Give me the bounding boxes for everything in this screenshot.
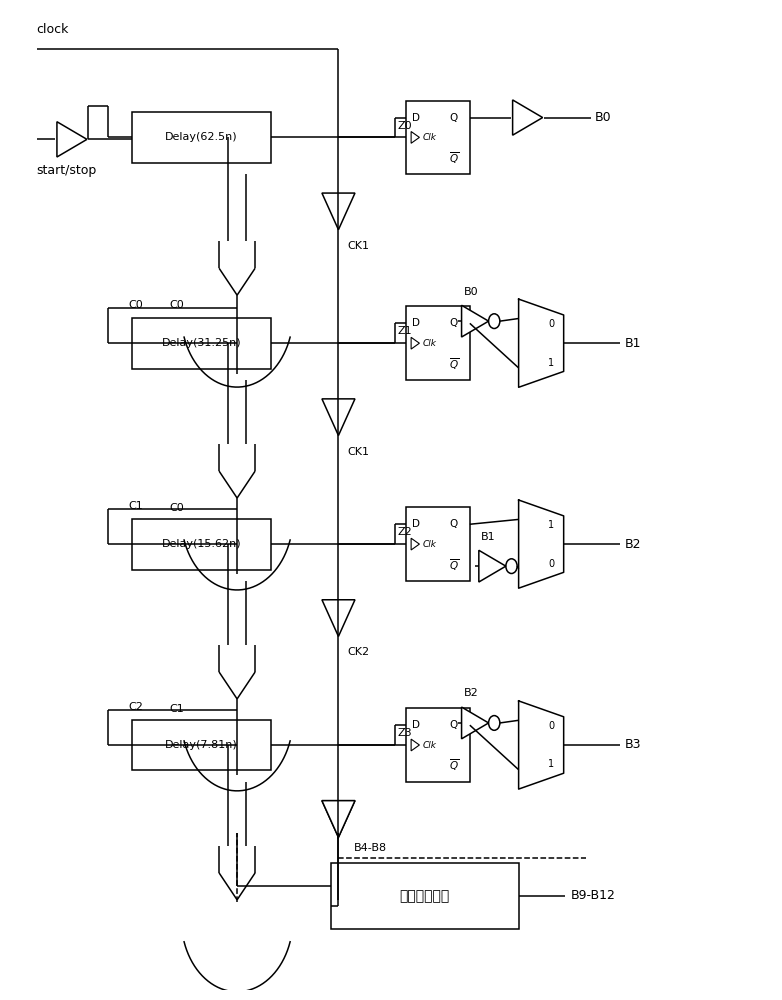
Text: 1: 1 [548, 520, 554, 530]
Text: B0: B0 [595, 111, 612, 124]
Polygon shape [322, 600, 355, 636]
Text: start/stop: start/stop [37, 164, 97, 177]
Bar [406, 507, 470, 581]
Polygon shape [322, 193, 355, 230]
Text: Q: Q [450, 720, 457, 730]
Text: Q: Q [450, 519, 457, 529]
Text: 1: 1 [548, 759, 554, 769]
Text: B2: B2 [626, 538, 642, 551]
Text: Z2: Z2 [397, 527, 412, 537]
Polygon shape [513, 100, 543, 135]
Text: Q: Q [450, 318, 457, 328]
Text: Clk: Clk [422, 133, 436, 142]
Polygon shape [411, 337, 419, 349]
Polygon shape [411, 132, 419, 143]
Polygon shape [411, 538, 419, 550]
Text: D: D [412, 519, 421, 529]
Polygon shape [411, 739, 419, 751]
Polygon shape [479, 550, 506, 582]
Text: clock: clock [37, 23, 69, 36]
Bar [331, 863, 518, 929]
Text: B0: B0 [464, 287, 479, 297]
Text: CK2: CK2 [347, 647, 370, 657]
Text: D: D [412, 720, 421, 730]
Text: 0: 0 [548, 559, 554, 569]
Text: 0: 0 [548, 319, 554, 329]
Polygon shape [57, 122, 87, 157]
Text: B3: B3 [626, 738, 642, 752]
Bar [132, 318, 271, 369]
Text: CK1: CK1 [347, 241, 369, 251]
Text: Z0: Z0 [397, 121, 411, 131]
Text: Clk: Clk [422, 540, 436, 549]
Text: C1: C1 [128, 501, 143, 511]
Text: C0: C0 [128, 300, 143, 310]
Text: Delay(62.5n): Delay(62.5n) [165, 132, 238, 142]
Text: B2: B2 [464, 688, 479, 698]
Text: B1: B1 [626, 337, 642, 350]
Text: $\overline{Q}$: $\overline{Q}$ [450, 356, 460, 372]
Bar [132, 519, 271, 570]
Polygon shape [322, 801, 355, 837]
Text: 精细调节单元: 精细调节单元 [400, 889, 450, 903]
Text: Z1: Z1 [397, 326, 411, 336]
Polygon shape [322, 399, 355, 436]
Text: $\overline{Q}$: $\overline{Q}$ [450, 150, 460, 166]
Text: Z3: Z3 [397, 728, 411, 738]
Text: C2: C2 [128, 702, 143, 712]
Text: Delay(31.25n): Delay(31.25n) [162, 338, 242, 348]
Text: Q: Q [450, 113, 457, 123]
Bar [406, 101, 470, 174]
Text: Clk: Clk [422, 339, 436, 348]
Polygon shape [322, 801, 355, 837]
Text: Delay(15.62n): Delay(15.62n) [162, 539, 242, 549]
Text: 0: 0 [548, 721, 554, 731]
Text: $\overline{Q}$: $\overline{Q}$ [450, 758, 460, 773]
Polygon shape [461, 305, 489, 337]
Text: C0: C0 [170, 300, 185, 310]
Text: Delay(7.81n): Delay(7.81n) [165, 740, 238, 750]
Text: D: D [412, 318, 421, 328]
Bar [406, 708, 470, 782]
Bar [406, 306, 470, 380]
Text: 1: 1 [548, 358, 554, 368]
Text: B4-B8: B4-B8 [353, 843, 386, 853]
Text: CK1: CK1 [347, 447, 369, 457]
Text: C1: C1 [170, 704, 185, 714]
Text: $\overline{Q}$: $\overline{Q}$ [450, 557, 460, 573]
Text: Clk: Clk [422, 740, 436, 750]
Polygon shape [461, 707, 489, 739]
Text: D: D [412, 113, 421, 123]
Text: B1: B1 [481, 532, 496, 542]
Text: C0: C0 [170, 503, 185, 513]
Text: B9-B12: B9-B12 [571, 889, 616, 902]
Bar [132, 720, 271, 770]
Bar [132, 112, 271, 163]
